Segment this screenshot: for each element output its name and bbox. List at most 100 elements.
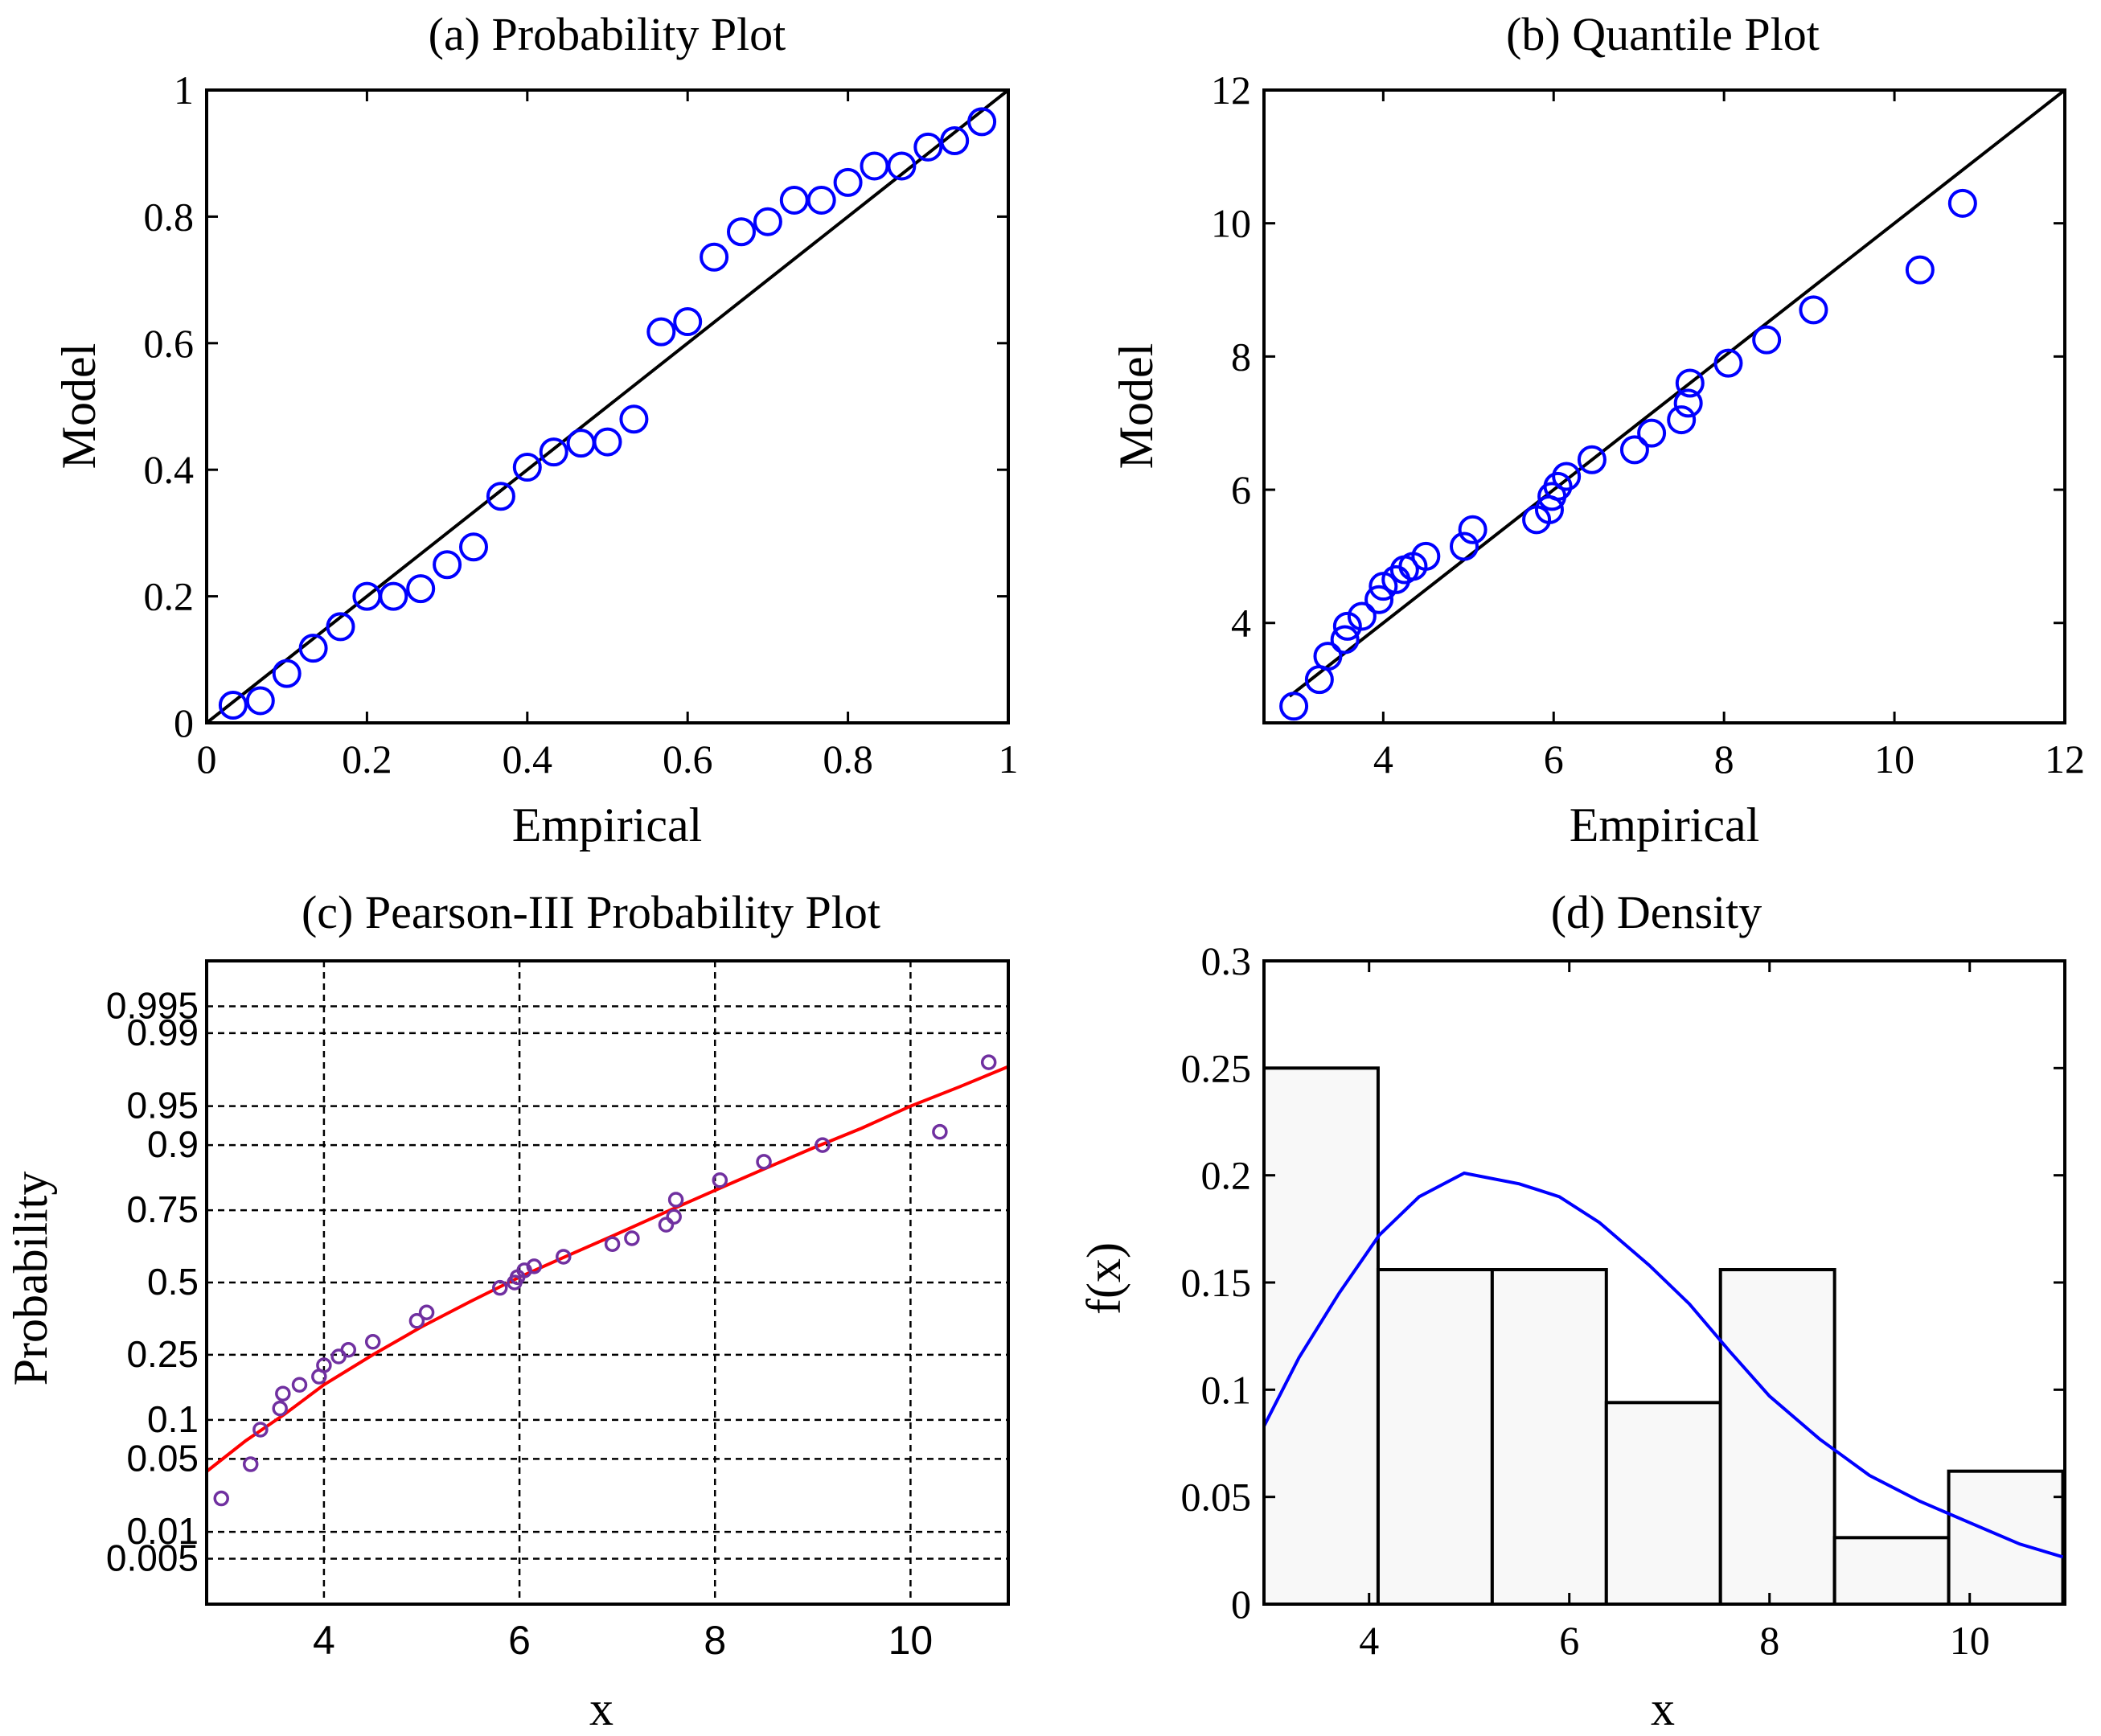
- y-tick-label: 0.2: [1201, 1153, 1252, 1198]
- data-point: [1411, 541, 1441, 571]
- data-point: [245, 686, 275, 716]
- data-point: [980, 1054, 997, 1070]
- data-point: [1552, 462, 1582, 491]
- x-tick-label: 10: [1874, 737, 1914, 782]
- y-tick-label: 0.95: [126, 1085, 199, 1127]
- panel-b-xlabel: Empirical: [1570, 798, 1760, 852]
- data-point: [712, 1172, 728, 1188]
- data-point: [316, 1357, 332, 1373]
- data-point: [418, 1304, 435, 1320]
- data-point: [408, 1313, 425, 1329]
- y-tick-label: 0.2: [144, 574, 195, 619]
- data-point: [619, 404, 649, 434]
- data-point: [806, 185, 836, 215]
- data-point: [658, 1217, 675, 1233]
- data-point: [779, 185, 809, 215]
- panel-c-axes-box: [205, 959, 1010, 1606]
- x-tick-label: 8: [1714, 737, 1734, 782]
- data-point: [667, 1192, 684, 1208]
- data-point: [218, 690, 248, 720]
- x-tick-label: 4: [1359, 1618, 1379, 1663]
- data-point: [512, 453, 542, 482]
- x-tick-label: 10: [1950, 1618, 1990, 1663]
- y-tick-label: 6: [1231, 467, 1251, 512]
- data-point: [433, 550, 462, 580]
- panel-c-ylabel: Probability: [4, 1172, 57, 1386]
- x-tick-label: 1: [999, 737, 1019, 782]
- data-point: [624, 1230, 640, 1246]
- y-tick-label: 12: [1211, 68, 1251, 113]
- data-point: [887, 151, 917, 181]
- data-point: [242, 1456, 259, 1472]
- panel-c-xlabel: x: [589, 1682, 613, 1735]
- x-tick-label: 0.8: [823, 737, 873, 782]
- y-tick-label: 4: [1231, 601, 1251, 646]
- x-tick-label: 12: [2045, 737, 2085, 782]
- data-point: [860, 151, 889, 181]
- y-tick-label: 0.5: [147, 1261, 199, 1303]
- data-point: [298, 634, 328, 663]
- histogram-bar: [1262, 1066, 1380, 1607]
- panel-b-title: (b) Quantile Plot: [1506, 8, 1820, 60]
- data-point: [1947, 188, 1977, 218]
- data-point: [833, 167, 863, 197]
- fitted-curve: [205, 1065, 1009, 1473]
- panel-a-probability-plot: (a) Probability Plot Empirical Model 0 0.…: [52, 8, 1019, 852]
- data-point: [1905, 255, 1935, 285]
- data-point: [967, 107, 997, 137]
- panel-d-ylabel: f(x): [1077, 1242, 1131, 1315]
- data-point: [726, 217, 756, 247]
- panel-d-density: (d) Density x f(x) 4 6 8 10 0 0.05 0.1 0.15 0.2 0…: [1077, 886, 2066, 1735]
- y-tick-label: 0.05: [1181, 1475, 1252, 1520]
- data-point: [646, 317, 676, 347]
- y-tick-label: 0.99: [126, 1012, 199, 1053]
- y-tick-label: 0: [1231, 1582, 1251, 1627]
- y-tick-label: 0.1: [147, 1398, 199, 1440]
- y-tick-label: 0.1: [1201, 1367, 1252, 1412]
- x-tick-label: 0.2: [342, 737, 392, 782]
- y-tick-label: 1: [174, 68, 194, 113]
- data-point: [1347, 601, 1377, 631]
- data-point: [673, 307, 703, 337]
- x-tick-label: 4: [313, 1618, 335, 1663]
- y-tick-label: 0.05: [126, 1437, 199, 1479]
- data-point: [1364, 585, 1394, 614]
- data-point: [666, 1209, 682, 1225]
- data-point: [815, 1137, 831, 1153]
- x-tick-label: 6: [1544, 737, 1564, 782]
- panel-c-pearson-iii-plot: (c) Pearson-III Probability Plot x Proba…: [4, 886, 1010, 1735]
- data-point: [1313, 642, 1343, 671]
- data-point: [700, 242, 729, 272]
- panel-d-title: (d) Density: [1551, 886, 1762, 938]
- x-tick-label: 8: [1759, 1618, 1779, 1663]
- panel-d-xlabel: x: [1651, 1682, 1675, 1735]
- data-point: [1279, 692, 1309, 721]
- y-tick-label: 0.25: [1181, 1045, 1252, 1090]
- y-tick-label: 0.25: [126, 1333, 199, 1375]
- data-point: [1673, 388, 1703, 418]
- data-point: [1332, 611, 1362, 641]
- y-tick-label: 0.15: [1181, 1260, 1252, 1305]
- y-tick-label: 0.3: [1201, 938, 1252, 983]
- data-point: [1450, 531, 1479, 561]
- y-tick-label: 0.75: [126, 1188, 199, 1230]
- data-point: [539, 437, 568, 467]
- y-tick-label: 0.005: [106, 1537, 199, 1578]
- x-tick-label: 10: [888, 1618, 934, 1663]
- reference-line: [1288, 88, 2066, 698]
- y-tick-label: 0.995: [106, 985, 199, 1027]
- data-point: [275, 1385, 291, 1402]
- data-point: [1577, 445, 1607, 474]
- x-tick-label: 0.6: [663, 737, 713, 782]
- x-tick-label: 0: [197, 737, 217, 782]
- data-point: [1543, 471, 1573, 501]
- panel-a-axes-box: [205, 88, 1010, 724]
- y-tick-label: 0.6: [144, 321, 195, 366]
- data-point: [604, 1236, 621, 1252]
- data-point: [492, 1279, 508, 1296]
- panel-b-quantile-plot: (b) Quantile Plot Empirical Model 4 6 8 10 1…: [1110, 8, 2085, 852]
- data-point: [753, 207, 782, 236]
- reference-line: [205, 88, 1010, 724]
- data-point: [593, 427, 622, 457]
- histogram-bar: [1490, 1268, 1608, 1606]
